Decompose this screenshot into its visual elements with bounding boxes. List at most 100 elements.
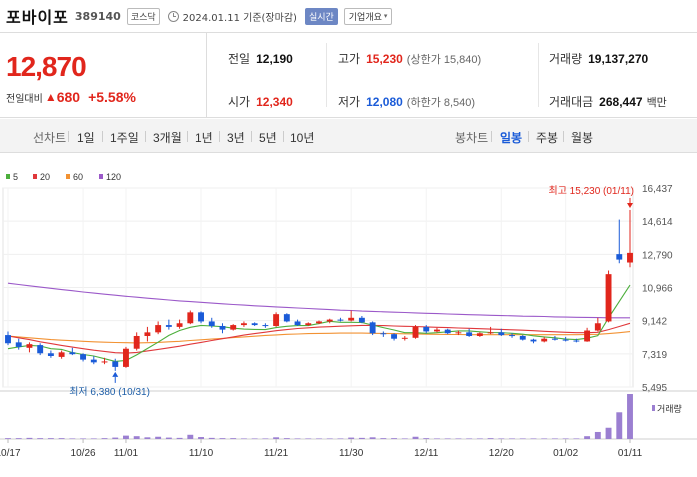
tab-candle-monthly[interactable]: 월봉	[571, 131, 594, 145]
stat-high: 고가 15,230 (상한가 15,840)	[338, 50, 481, 67]
candle-body	[573, 340, 580, 342]
candle-body	[112, 361, 119, 367]
divider	[563, 131, 564, 142]
min-annotation: 최저 6,380 (10/31)	[69, 386, 150, 398]
candle-body	[605, 274, 612, 322]
candle-body	[358, 317, 365, 323]
candle-chart-label: 봉차트	[455, 131, 489, 145]
candle-body	[305, 323, 312, 326]
legend-label: 120	[106, 172, 121, 182]
chart-svg: 5 20 60 120 16,437 14,614 12,790 10,966 9,142 7,3…	[0, 172, 697, 459]
chevron-down-icon: ▾	[383, 12, 388, 20]
volume-bar	[26, 437, 33, 439]
volume-bar	[176, 437, 183, 439]
stat-value: 19,137,270	[588, 51, 649, 66]
x-tick-label: 01/02	[553, 448, 578, 459]
candle-body	[616, 254, 623, 260]
volume-bar	[594, 431, 601, 439]
volume-bar	[348, 437, 355, 439]
tab-candle-weekly[interactable]: 주봉	[536, 131, 559, 145]
stat-value: 12,340	[256, 94, 293, 109]
volume-bar	[380, 438, 387, 439]
tab-line-1w[interactable]: 1주일	[110, 131, 139, 145]
candle-body	[466, 332, 473, 336]
stat-label: 고가	[338, 52, 361, 66]
date-basis: 기준(장마감)	[243, 12, 297, 24]
trade-date: 2024.01.11	[182, 12, 240, 24]
candle-body	[391, 334, 398, 339]
volume-bar	[573, 438, 580, 439]
candle-body	[476, 333, 483, 336]
tab-line-5y[interactable]: 5년	[259, 131, 277, 145]
stat-value: 12,080	[366, 94, 403, 109]
volume-bar	[337, 438, 344, 439]
volume-bar	[101, 438, 108, 439]
ma20-line	[7, 322, 631, 354]
volume-bar	[326, 438, 333, 439]
x-tick-label: 11/30	[339, 448, 364, 459]
volume-bar	[498, 438, 505, 439]
volume-bar	[412, 436, 419, 439]
stat-label: 시가	[228, 95, 251, 109]
candle-body	[541, 338, 548, 342]
volume-bar	[616, 412, 623, 439]
candle-body	[551, 338, 558, 340]
stat-unit: 백만	[646, 96, 667, 109]
y-tick-label: 7,319	[642, 350, 667, 361]
volume-bar	[509, 438, 515, 439]
candle-body	[584, 330, 591, 342]
volume-bar	[37, 438, 44, 439]
stat-amount: 거래대금 268,447 백만	[549, 93, 667, 110]
y-tick-label: 14,614	[642, 217, 673, 228]
volume-bar	[562, 438, 569, 439]
tab-line-3m[interactable]: 3개월	[153, 131, 182, 145]
line-chart-label: 선차트	[33, 131, 67, 145]
candle-body	[5, 335, 11, 344]
stat-value: 268,447	[599, 94, 643, 109]
realtime-button[interactable]: 실시간	[304, 7, 338, 25]
tab-line-3y[interactable]: 3년	[227, 131, 245, 145]
volume-bar	[262, 438, 269, 439]
volume-bar	[466, 438, 473, 439]
x-tick-label: 12/11	[414, 448, 439, 459]
tab-line-1d[interactable]: 1일	[77, 131, 95, 145]
volume-bar	[519, 438, 526, 439]
volume-bar	[198, 437, 204, 439]
x-tick-label: 10/17	[0, 448, 21, 459]
divider	[538, 43, 539, 107]
volume-bar	[487, 438, 494, 439]
stat-label: 전일	[228, 52, 251, 66]
candle-body	[240, 323, 247, 326]
volume-bar	[251, 438, 258, 439]
candle-body	[123, 348, 129, 367]
legend-label: 20	[40, 172, 50, 182]
volume-bar	[434, 438, 440, 439]
x-tick-label: 11/21	[264, 448, 289, 459]
max-arrow-head	[627, 202, 633, 208]
volume-bar	[627, 394, 633, 439]
volume-bar	[219, 438, 226, 439]
volume-bar	[476, 438, 483, 439]
x-tick-label: 10/26	[71, 448, 96, 459]
volume-bar	[294, 438, 301, 439]
tab-line-10y[interactable]: 10년	[290, 131, 315, 145]
candle-body	[455, 332, 462, 334]
volume-bar	[47, 438, 54, 439]
company-overview-button[interactable]: 기업개요 ▾	[343, 7, 393, 25]
volume-bar	[273, 437, 280, 439]
candle-body	[133, 335, 140, 349]
market-badge: 코스닥	[126, 7, 160, 25]
candle-body	[230, 325, 237, 330]
divider	[102, 131, 103, 142]
volume-bar	[133, 436, 140, 439]
tab-line-1y[interactable]: 1년	[195, 131, 213, 145]
candlestick-chart[interactable]: 5 20 60 120 16,437 14,614 12,790 10,966 9,142 7,3…	[0, 153, 697, 477]
volume-bar	[283, 438, 290, 439]
candle-body	[90, 359, 97, 363]
x-tick-label: 12/20	[489, 448, 514, 459]
volume-bar	[144, 437, 151, 439]
tab-candle-daily[interactable]: 일봉	[500, 131, 523, 145]
candle-body	[562, 339, 569, 341]
candle-body	[509, 335, 515, 337]
candle-body	[15, 342, 22, 347]
